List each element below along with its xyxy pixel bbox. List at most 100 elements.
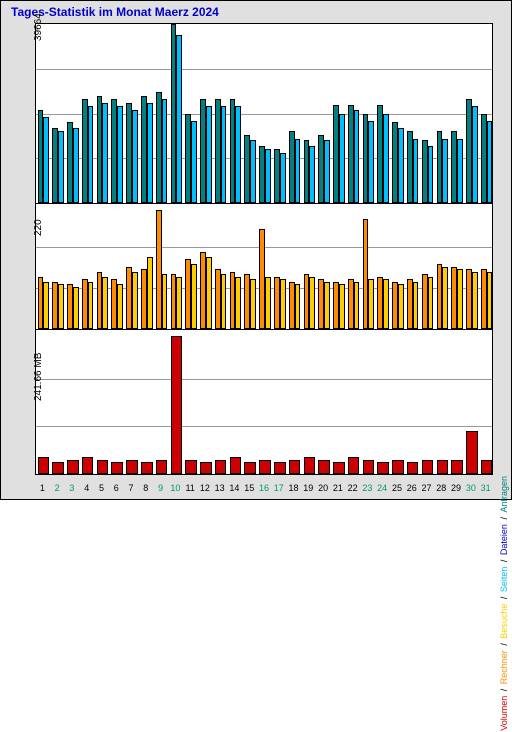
bar <box>428 277 434 330</box>
bar <box>354 110 360 203</box>
bar <box>244 462 256 474</box>
panel-visits <box>36 204 492 330</box>
x-tick: 13 <box>215 483 225 493</box>
legend-dateien: Dateien <box>499 523 509 556</box>
bar <box>88 282 94 330</box>
x-tick: 24 <box>377 483 387 493</box>
bar <box>176 35 182 203</box>
x-tick: 9 <box>158 483 163 493</box>
bar <box>442 139 448 203</box>
x-tick: 26 <box>407 483 417 493</box>
bar <box>162 99 168 203</box>
bar <box>58 131 64 203</box>
bar <box>442 267 448 330</box>
bar <box>339 114 345 204</box>
bar <box>117 284 123 329</box>
x-tick: 16 <box>259 483 269 493</box>
bar <box>171 336 183 474</box>
bar <box>147 257 153 330</box>
x-tick: 7 <box>129 483 134 493</box>
y-label-visits: 220 <box>33 219 44 236</box>
bar <box>111 462 123 474</box>
bar <box>156 460 168 474</box>
bar <box>185 460 197 474</box>
bar <box>230 457 242 474</box>
bar <box>191 121 197 203</box>
bar <box>487 272 493 330</box>
bar <box>73 128 79 203</box>
bar <box>126 460 138 474</box>
bar <box>265 149 271 203</box>
x-tick: 3 <box>69 483 74 493</box>
bar <box>398 128 404 203</box>
bar <box>235 277 241 330</box>
x-tick: 11 <box>185 483 194 493</box>
bar <box>437 460 449 474</box>
bar <box>280 153 286 203</box>
bar <box>280 279 286 329</box>
bar <box>132 272 138 330</box>
bar <box>191 264 197 329</box>
bar <box>162 274 168 329</box>
x-tick: 14 <box>229 483 239 493</box>
x-tick: 30 <box>466 483 476 493</box>
bar <box>52 462 64 474</box>
bar <box>73 287 79 330</box>
bar <box>147 103 153 203</box>
bar <box>221 106 227 203</box>
panel-volume <box>36 330 492 474</box>
x-tick: 15 <box>244 483 254 493</box>
x-tick: 4 <box>84 483 89 493</box>
x-tick: 22 <box>348 483 358 493</box>
legend: Volumen / Rechner / Besuche / Seiten / D… <box>499 475 509 732</box>
x-tick: 8 <box>143 483 148 493</box>
x-tick: 19 <box>303 483 313 493</box>
bar <box>487 121 493 203</box>
bar <box>472 106 478 203</box>
x-tick: 20 <box>318 483 328 493</box>
bar <box>348 457 360 474</box>
x-tick: 18 <box>289 483 299 493</box>
x-tick: 10 <box>170 483 180 493</box>
legend-rechner: Rechner <box>499 649 509 685</box>
bar <box>117 106 123 203</box>
bar <box>102 103 108 203</box>
chart-container: Tages-Statistik im Monat Maerz 2024 1234… <box>0 0 512 500</box>
bar <box>289 460 301 474</box>
bar <box>377 462 389 474</box>
bar <box>132 110 138 203</box>
bar <box>383 279 389 329</box>
x-tick: 25 <box>392 483 402 493</box>
bar <box>339 284 345 329</box>
bar <box>250 140 256 203</box>
bar <box>200 462 212 474</box>
x-tick: 17 <box>274 483 284 493</box>
y-label-hits: 39664 <box>33 13 44 41</box>
panel-hits <box>36 24 492 204</box>
bar <box>472 272 478 330</box>
bar <box>324 282 330 330</box>
x-tick: 12 <box>200 483 210 493</box>
x-tick: 6 <box>114 483 119 493</box>
bar <box>265 277 271 330</box>
bar <box>383 114 389 204</box>
bar <box>88 106 94 203</box>
bar <box>295 284 301 329</box>
y-label-volume: 241.66 MB <box>33 353 44 401</box>
plot-area <box>35 23 493 475</box>
bar <box>413 282 419 330</box>
x-tick: 21 <box>333 483 343 493</box>
x-tick: 1 <box>40 483 45 493</box>
bar <box>102 277 108 330</box>
legend-seiten: Seiten <box>499 566 509 594</box>
x-axis: 1234567891011121314151617181920212223242… <box>35 477 493 495</box>
bar <box>466 431 478 474</box>
bar <box>368 279 374 329</box>
bar <box>413 139 419 203</box>
bar <box>176 277 182 330</box>
bar <box>141 462 153 474</box>
bar <box>354 282 360 330</box>
x-tick: 28 <box>436 483 446 493</box>
bar <box>457 269 463 329</box>
bar <box>309 277 315 330</box>
